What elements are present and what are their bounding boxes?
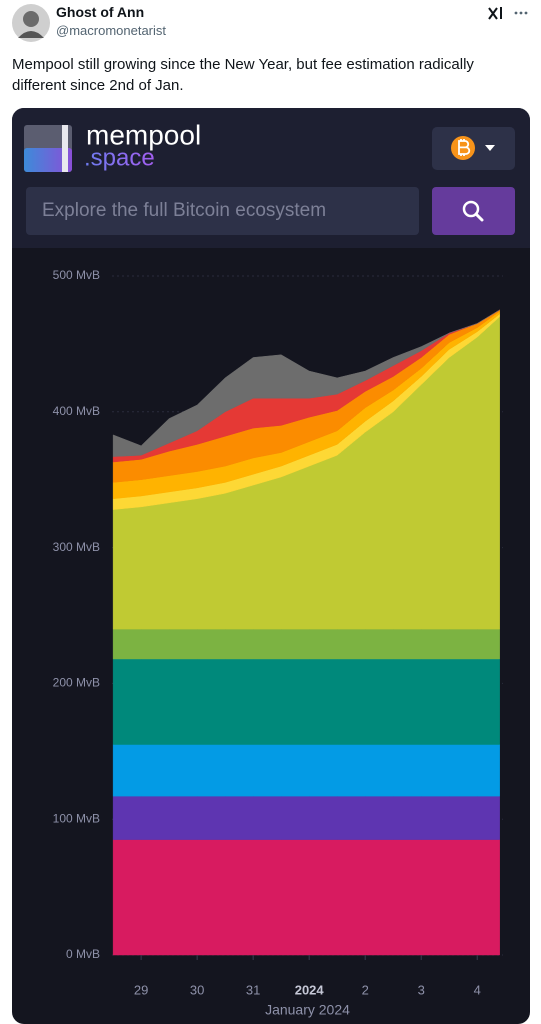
y-tick-label: 300 MvB <box>53 540 100 554</box>
tweet-header: Ghost of Ann @macromonetarist Mempool st… <box>0 0 541 108</box>
x-tick-label: 3 <box>418 982 425 997</box>
search-button[interactable] <box>432 187 515 235</box>
x-tick-label: 2 <box>362 982 369 997</box>
x-tick-label: 30 <box>190 982 204 997</box>
y-tick-label: 500 MvB <box>53 268 100 282</box>
search-input[interactable] <box>26 187 419 235</box>
y-tick-label: 400 MvB <box>53 404 100 418</box>
logo[interactable] <box>24 125 72 172</box>
y-tick-label: 0 MvB <box>66 947 100 961</box>
tweet-text: Mempool still growing since the New Year… <box>12 56 474 94</box>
area-band <box>112 309 500 457</box>
area-band <box>112 839 500 956</box>
area-band <box>112 795 500 840</box>
x-tick-label: 29 <box>134 982 148 997</box>
y-tick-label: 200 MvB <box>53 676 100 690</box>
avatar[interactable] <box>12 4 50 42</box>
currency-button[interactable] <box>432 127 515 170</box>
area-band <box>112 658 500 745</box>
author[interactable]: Ghost of Ann <box>56 4 145 20</box>
x-tick-label: 31 <box>246 982 260 997</box>
tweet-icons[interactable] <box>486 4 530 22</box>
mempool-screenshot: mempool .space Explore the full Bitcoin … <box>12 108 530 1024</box>
area-band <box>112 744 500 797</box>
logo-main: mempool <box>86 119 201 150</box>
search-placeholder: Explore the full Bitcoin ecosystem <box>42 200 326 221</box>
x-tick-label: 4 <box>474 982 481 997</box>
handle[interactable]: @macromonetarist <box>56 23 167 38</box>
y-tick-label: 100 MvB <box>53 811 100 825</box>
x-tick-label: 2024 <box>295 982 325 997</box>
area-band <box>112 628 500 660</box>
plot: 0 MvB 100 MvB 200 MvB 300 MvB 400 MvB 500 MvB… <box>53 268 503 1018</box>
x-axis-title: January 2024 <box>265 1002 350 1018</box>
logo-sub: .space <box>84 144 155 171</box>
